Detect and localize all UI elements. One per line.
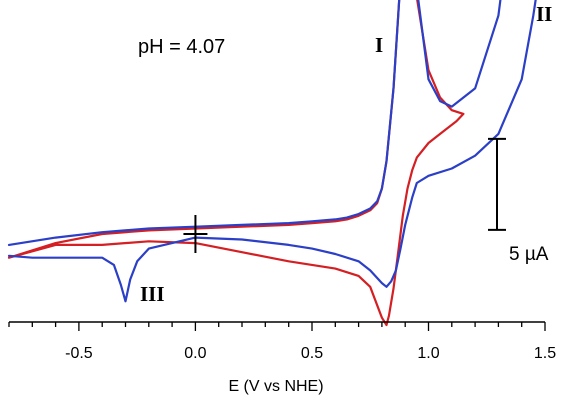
- peak-label-i: I: [375, 33, 383, 57]
- current-scale-bar: [488, 137, 506, 231]
- x-tick-labels: -0.5 0.0 0.5 1.0 1.5: [65, 345, 556, 362]
- cv-trace-1: [7, 0, 465, 327]
- peak-label-ii: II: [536, 2, 552, 26]
- x-tick-label: 0.0: [184, 345, 206, 362]
- scale-bar-label: 5 µA: [509, 244, 549, 265]
- x-tick-label: -0.5: [65, 345, 93, 362]
- ph-label: pH = 4.07: [138, 36, 225, 58]
- x-tick-label: 1.0: [417, 345, 439, 362]
- x-axis: -0.5 0.0 0.5 1.0 1.5: [8, 321, 556, 362]
- origin-crosshair: [183, 215, 208, 253]
- x-tick-marks: [8, 322, 546, 331]
- cv-trace-2: [7, 0, 537, 303]
- peak-label-iii: III: [140, 282, 165, 306]
- x-axis-title: E (V vs NHE): [228, 378, 323, 395]
- curve-layer: [7, 0, 537, 327]
- x-tick-label: 1.5: [534, 345, 556, 362]
- x-tick-label: 0.5: [301, 345, 323, 362]
